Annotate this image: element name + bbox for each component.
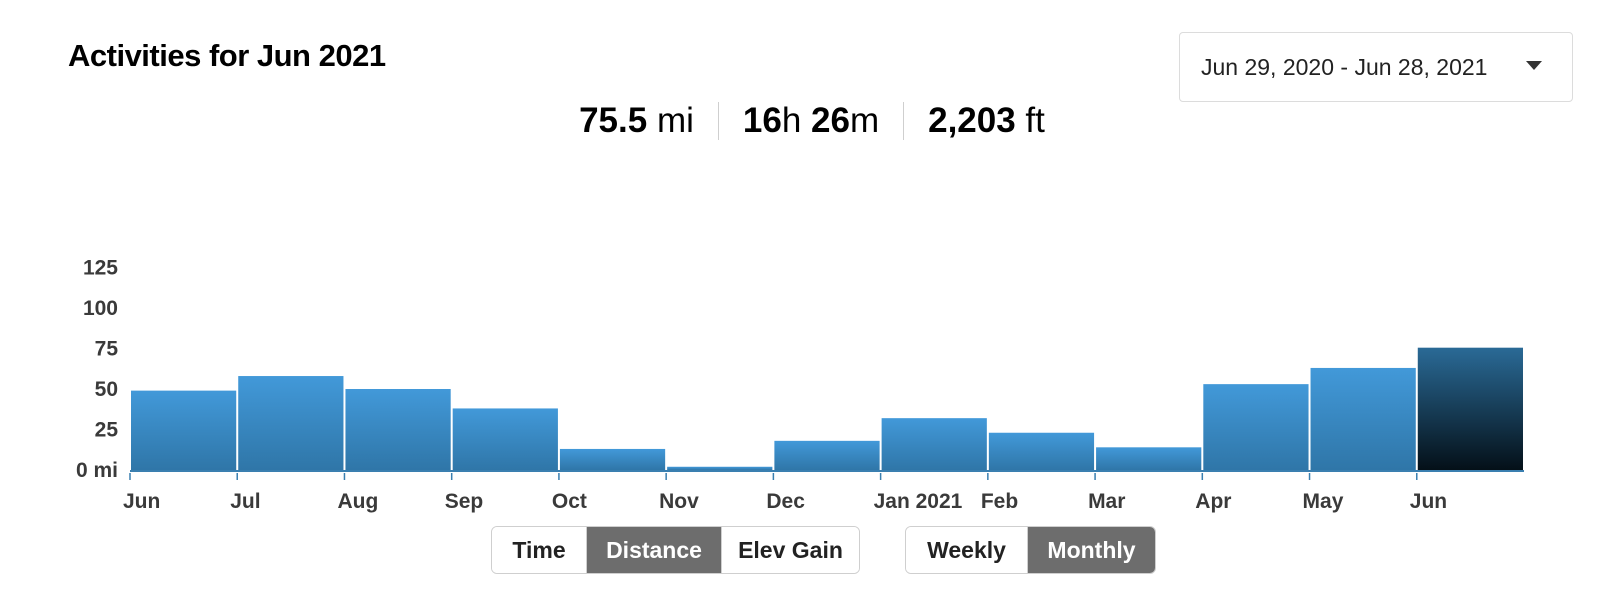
y-tick-label: 50 xyxy=(95,378,118,401)
bar[interactable] xyxy=(238,376,344,470)
monthly-distance-chart: 0 mi 25 50 75 100 125 Jun Jul Aug Sep Oct Nov Dec Ja… xyxy=(76,257,1524,513)
x-tick-label: Sep xyxy=(445,490,484,513)
summary-stats: 75.5 mi 16h 26m 2,203 ft xyxy=(0,96,1624,146)
distance-value: 75.5 xyxy=(579,101,648,140)
elevation-stat: 2,203 ft xyxy=(904,96,1069,146)
bar[interactable] xyxy=(1310,367,1416,470)
period-toggle: Weekly Monthly xyxy=(905,526,1156,574)
x-tick-label: Aug xyxy=(337,490,378,513)
x-tick-label: Oct xyxy=(552,490,587,513)
bar[interactable] xyxy=(345,389,451,470)
time-minutes-value: 26 xyxy=(811,101,850,140)
x-axis: Jun Jul Aug Sep Oct Nov Dec Jan 2021 Feb Mar Apr Ma… xyxy=(123,473,1447,513)
page-title: Activities for Jun 2021 xyxy=(68,38,386,73)
y-tick-label: 75 xyxy=(95,338,119,361)
bars xyxy=(131,347,1523,470)
bar[interactable] xyxy=(1096,447,1202,470)
distance-stat: 75.5 mi xyxy=(555,96,718,146)
bar[interactable] xyxy=(988,432,1095,470)
x-tick-label: Jan 2021 xyxy=(874,490,963,513)
distance-button[interactable]: Distance xyxy=(586,527,721,573)
bar[interactable] xyxy=(1417,347,1523,470)
x-tick-label: Dec xyxy=(766,490,805,513)
y-tick-label: 100 xyxy=(83,297,118,320)
x-tick-label: May xyxy=(1303,490,1344,513)
date-range-dropdown[interactable]: Jun 29, 2020 - Jun 28, 2021 xyxy=(1179,32,1573,102)
elevation-value: 2,203 xyxy=(928,101,1016,140)
stat-divider xyxy=(717,102,719,140)
x-tick-label: Jul xyxy=(230,490,260,513)
bar[interactable] xyxy=(881,418,987,470)
elev-gain-button[interactable]: Elev Gain xyxy=(721,527,859,573)
date-range-value: Jun 29, 2020 - Jun 28, 2021 xyxy=(1201,53,1488,80)
y-tick-label: 0 mi xyxy=(76,459,118,482)
bar[interactable] xyxy=(131,390,237,470)
bar[interactable] xyxy=(667,466,773,470)
x-tick-label: Apr xyxy=(1195,490,1231,513)
bar[interactable] xyxy=(1203,384,1309,470)
y-axis: 0 mi 25 50 75 100 125 xyxy=(76,257,118,483)
y-tick-label: 125 xyxy=(83,257,118,280)
stat-divider xyxy=(903,102,905,140)
weekly-button[interactable]: Weekly xyxy=(906,527,1027,573)
time-button[interactable]: Time xyxy=(492,527,586,573)
chevron-down-icon xyxy=(1526,61,1542,70)
x-tick-label: Mar xyxy=(1088,490,1125,513)
y-tick-label: 25 xyxy=(95,419,119,442)
time-stat: 16h 26m xyxy=(719,96,903,146)
bar[interactable] xyxy=(559,448,666,470)
time-hours-unit: h xyxy=(781,101,812,140)
x-tick-label: Jun xyxy=(123,490,160,513)
elevation-unit: ft xyxy=(1015,101,1045,140)
time-hours-value: 16 xyxy=(742,101,782,140)
x-tick-label: Feb xyxy=(981,490,1018,513)
metric-toggle: Time Distance Elev Gain xyxy=(491,526,860,574)
monthly-button[interactable]: Monthly xyxy=(1027,527,1155,573)
x-tick-label: Nov xyxy=(659,490,699,513)
time-minutes-unit: m xyxy=(849,101,880,140)
bar[interactable] xyxy=(452,408,558,470)
distance-unit: mi xyxy=(647,101,694,140)
bar[interactable] xyxy=(774,440,880,470)
x-tick-label: Jun xyxy=(1410,490,1447,513)
